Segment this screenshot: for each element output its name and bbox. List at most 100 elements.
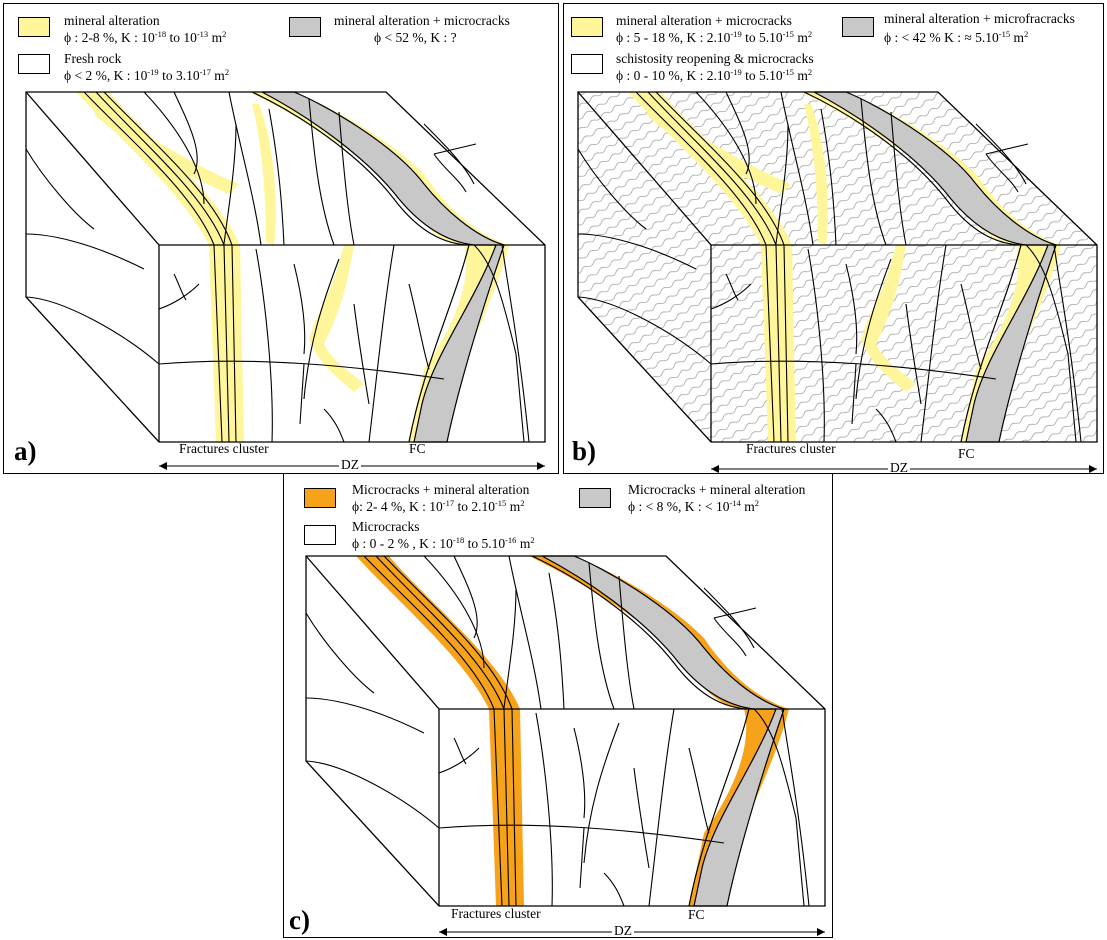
dz-axis-arrow-left <box>711 465 719 473</box>
alteration-patch <box>252 104 276 245</box>
dz-axis-arrow-left <box>159 462 167 470</box>
fracture-line <box>855 258 892 400</box>
alteration-patch <box>861 245 916 392</box>
fracture-line <box>920 244 947 443</box>
dz-axis-arrow-right <box>537 462 545 470</box>
legend-detail: ϕ : < 8 %, K : < 10-14 m2 <box>628 498 759 514</box>
panel-a: mineral alteration ϕ : 2-8 %, K : 10-18 … <box>3 3 559 474</box>
fracture-line <box>299 363 305 425</box>
fracture-line <box>305 760 440 829</box>
fracture-line <box>305 612 375 694</box>
legend-swatch-fresh-rock <box>18 54 50 74</box>
legend-title: mineral alteration <box>64 13 160 28</box>
fracture-line <box>851 363 857 425</box>
fracture-line <box>725 91 750 175</box>
dz-axis-arrow-right <box>1089 465 1097 473</box>
fracture-line <box>713 617 747 657</box>
fracture-line <box>363 555 503 907</box>
fracture-line <box>577 296 712 365</box>
fracture-line <box>633 767 650 869</box>
legend-swatch-alteration-microfracracks <box>842 17 874 37</box>
fc-label: FC <box>958 446 975 461</box>
dz-label: DZ <box>888 460 910 474</box>
fracture-line <box>975 123 1027 185</box>
legend-title: mineral alteration + microfracracks <box>884 11 1075 26</box>
fracture-line <box>890 111 907 246</box>
fc-label: FC <box>409 441 426 456</box>
fracture-line <box>860 98 887 246</box>
left-face <box>306 556 439 906</box>
block-edge <box>577 91 712 442</box>
fracture-line <box>985 143 1029 155</box>
fracture-line <box>173 273 187 301</box>
fracture-line <box>423 123 475 185</box>
fracture-line <box>408 244 470 443</box>
legend-detail: ϕ : 0 - 2 % , K : 10-18 to 5.10-16 m2 <box>352 535 535 551</box>
fracture-line <box>588 562 615 710</box>
fracture-line <box>583 722 620 864</box>
alteration-patch <box>646 104 791 194</box>
fractures-cluster-label: Fractures cluster <box>746 441 836 456</box>
fracture-line <box>103 91 237 443</box>
fracture-line <box>293 263 306 355</box>
fracture-line <box>710 360 997 380</box>
fracture-line <box>905 303 922 405</box>
alteration-patch <box>804 104 828 245</box>
dz-label: DZ <box>612 923 634 938</box>
fracture-line <box>353 303 370 405</box>
fracture-line <box>268 108 285 246</box>
fracture-line <box>875 408 897 443</box>
block-diagram-a <box>25 91 546 470</box>
fracture-line <box>305 697 425 734</box>
fracture-line <box>648 708 675 907</box>
fracture-line <box>158 360 445 380</box>
fracture-line <box>438 824 725 844</box>
block-outline <box>25 91 546 443</box>
fracture-line <box>453 737 467 765</box>
legend-title: schistosity reopening & microcracks <box>616 51 814 66</box>
alteration-band-fractures-cluster <box>76 92 244 442</box>
fracture-line <box>433 153 467 193</box>
fc-label: FC <box>688 907 705 922</box>
fracture-line <box>703 587 755 649</box>
fracture-line <box>423 555 485 669</box>
fracture-line <box>223 123 237 245</box>
fracture-line <box>433 143 477 155</box>
fracture-line <box>158 283 200 310</box>
fracture-line <box>255 248 273 443</box>
fracture-line <box>647 91 782 443</box>
legend-title: mineral alteration + microcracks <box>616 13 792 28</box>
fracture-line <box>25 296 160 365</box>
fracture-line <box>503 587 517 709</box>
fracture-line <box>1025 244 1077 443</box>
fracture-line <box>780 91 814 246</box>
alteration-band-fractures-cluster <box>628 92 796 442</box>
fracture-line <box>579 827 585 889</box>
left-face <box>26 92 159 442</box>
fracture-line <box>25 148 95 230</box>
fracture-line <box>655 91 789 443</box>
fracture-line <box>501 244 530 443</box>
fracture-line <box>95 91 230 443</box>
legend-title: Microcracks <box>352 519 420 534</box>
legend-detail: ϕ : 2-8 %, K : 10-18 to 10-13 m2 <box>64 29 227 45</box>
fracture-line <box>323 408 345 443</box>
fracture-line <box>453 555 478 639</box>
block-edge <box>305 555 440 906</box>
fracture-line <box>508 555 542 710</box>
fracture-line <box>603 872 625 907</box>
legend-detail: ϕ < 52 %, K : ? <box>374 30 457 45</box>
fracture-line <box>960 244 1022 443</box>
dz-axis-arrow-left <box>439 928 447 936</box>
panel-b: mineral alteration + microcracks ϕ : 5 -… <box>563 3 1104 474</box>
fracture-line <box>618 575 635 710</box>
fracture-line <box>577 233 697 270</box>
alteration-patch <box>94 104 239 194</box>
legend-title: Microcracks + mineral alteration <box>628 482 806 497</box>
fracture-line <box>143 91 205 205</box>
fracture-line <box>688 708 750 907</box>
legend-detail: ϕ : 0 - 10 %, K : 2.10-19 to 5.10-15 m2 <box>616 67 813 83</box>
fracture-line <box>845 263 858 355</box>
fracture-line <box>535 712 553 907</box>
legend-swatch-alteration-microcracks <box>571 17 603 37</box>
